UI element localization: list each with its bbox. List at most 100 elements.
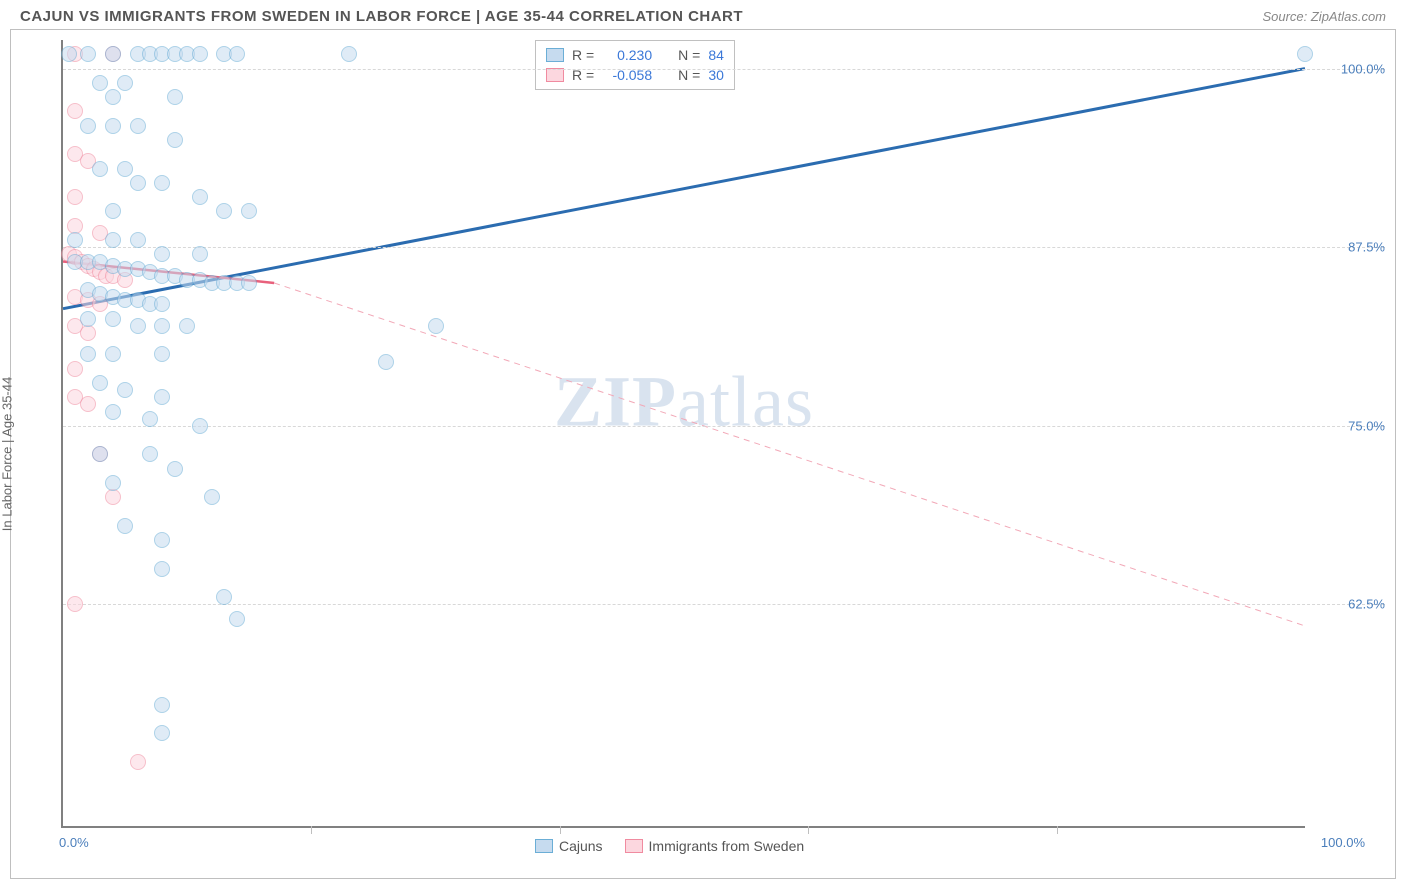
data-point — [105, 118, 121, 134]
plot-area: ZIPatlas R =0.230N =84R =-0.058N =30 Caj… — [61, 40, 1305, 828]
data-point — [179, 318, 195, 334]
data-point — [154, 346, 170, 362]
data-point — [67, 361, 83, 377]
data-point — [154, 697, 170, 713]
data-point — [105, 346, 121, 362]
y-tick-label: 87.5% — [1315, 240, 1385, 255]
data-point — [229, 46, 245, 62]
data-point — [192, 246, 208, 262]
data-point — [105, 475, 121, 491]
data-point — [92, 75, 108, 91]
data-point — [428, 318, 444, 334]
gridline-h — [63, 426, 1385, 427]
data-point — [105, 46, 121, 62]
data-point — [154, 561, 170, 577]
data-point — [117, 75, 133, 91]
data-point — [67, 596, 83, 612]
data-point — [80, 325, 96, 341]
data-point — [204, 489, 220, 505]
data-point — [378, 354, 394, 370]
y-tick-label: 100.0% — [1315, 61, 1385, 76]
data-point — [142, 446, 158, 462]
data-point — [154, 725, 170, 741]
data-point — [67, 189, 83, 205]
legend-item: Immigrants from Sweden — [625, 838, 805, 854]
legend-label: Cajuns — [559, 838, 603, 854]
data-point — [117, 518, 133, 534]
data-point — [105, 203, 121, 219]
data-point — [80, 346, 96, 362]
data-point — [105, 311, 121, 327]
legend-item: Cajuns — [535, 838, 603, 854]
data-point — [154, 246, 170, 262]
regression-line — [63, 69, 1305, 309]
legend-row: R = 0.230 N = 84 — [546, 45, 724, 65]
data-point — [105, 232, 121, 248]
data-point — [105, 489, 121, 505]
data-point — [341, 46, 357, 62]
y-tick-label: 62.5% — [1315, 597, 1385, 612]
watermark: ZIPatlas — [554, 360, 814, 443]
data-point — [105, 89, 121, 105]
n-value: 84 — [708, 47, 724, 63]
data-point — [130, 318, 146, 334]
x-minor-tick — [808, 826, 809, 834]
gridline-h — [63, 69, 1385, 70]
data-point — [167, 132, 183, 148]
data-point — [192, 418, 208, 434]
regression-lines — [63, 40, 1305, 826]
data-point — [167, 461, 183, 477]
data-point — [80, 46, 96, 62]
x-tick-label: 0.0% — [59, 835, 89, 850]
x-minor-tick — [311, 826, 312, 834]
data-point — [92, 161, 108, 177]
chart-header: CAJUN VS IMMIGRANTS FROM SWEDEN IN LABOR… — [0, 0, 1406, 29]
legend-swatch — [546, 68, 564, 82]
correlation-legend: R =0.230N =84R =-0.058N =30 — [535, 40, 735, 90]
data-point — [80, 396, 96, 412]
n-label: N = — [678, 47, 700, 63]
legend-swatch — [625, 839, 643, 853]
data-point — [167, 89, 183, 105]
data-point — [67, 103, 83, 119]
regression-line — [274, 283, 1305, 626]
data-point — [105, 404, 121, 420]
data-point — [229, 611, 245, 627]
data-point — [241, 275, 257, 291]
data-point — [154, 532, 170, 548]
chart-title: CAJUN VS IMMIGRANTS FROM SWEDEN IN LABOR… — [20, 8, 743, 25]
y-tick-label: 75.0% — [1315, 418, 1385, 433]
gridline-h — [63, 604, 1385, 605]
data-point — [154, 175, 170, 191]
x-minor-tick — [1057, 826, 1058, 834]
x-tick-label: 100.0% — [1321, 835, 1365, 850]
y-axis-label: In Labor Force | Age 35-44 — [0, 377, 15, 531]
data-point — [61, 46, 77, 62]
data-point — [154, 318, 170, 334]
legend-swatch — [546, 48, 564, 62]
data-point — [216, 589, 232, 605]
data-point — [80, 311, 96, 327]
x-minor-tick — [560, 826, 561, 834]
data-point — [130, 754, 146, 770]
r-label: R = — [572, 47, 594, 63]
data-point — [92, 446, 108, 462]
legend-swatch — [535, 839, 553, 853]
data-point — [130, 118, 146, 134]
data-point — [80, 118, 96, 134]
legend-label: Immigrants from Sweden — [649, 838, 805, 854]
data-point — [216, 203, 232, 219]
data-point — [92, 375, 108, 391]
data-point — [192, 46, 208, 62]
r-value: 0.230 — [602, 47, 652, 63]
data-point — [241, 203, 257, 219]
data-point — [130, 175, 146, 191]
data-point — [154, 296, 170, 312]
data-point — [154, 389, 170, 405]
chart-container: In Labor Force | Age 35-44 ZIPatlas R =0… — [10, 29, 1396, 879]
data-point — [130, 232, 146, 248]
gridline-h — [63, 247, 1385, 248]
data-point — [1297, 46, 1313, 62]
source-attribution: Source: ZipAtlas.com — [1262, 9, 1386, 24]
data-point — [117, 161, 133, 177]
